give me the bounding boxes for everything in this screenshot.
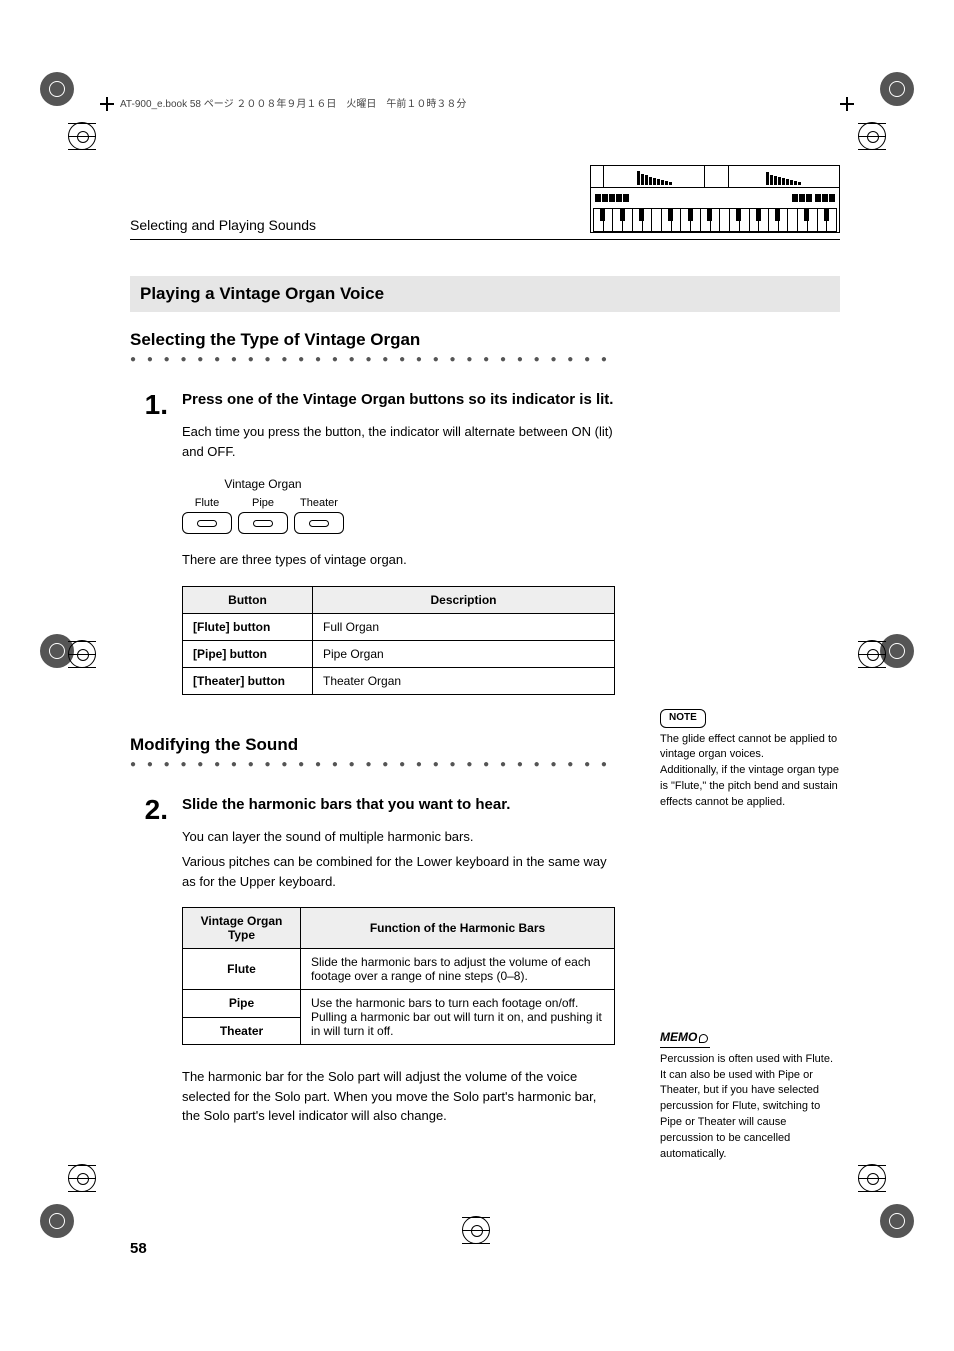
memo-text: Percussion is often used with Flute. It … xyxy=(660,1052,840,1164)
page-number: 58 xyxy=(130,1240,147,1257)
organ-panel-diagram xyxy=(590,165,840,233)
table-cell: Use the harmonic bars to turn each foota… xyxy=(301,990,615,1045)
crop-mark xyxy=(462,1216,490,1244)
vorg-button-shape xyxy=(182,512,232,534)
table-cell: [Pipe] button xyxy=(183,640,313,667)
heading-bar: Playing a Vintage Organ Voice xyxy=(130,276,840,312)
step-1-title: Press one of the Vintage Organ buttons s… xyxy=(182,389,615,410)
button-description-table: Button Description [Flute] buttonFull Or… xyxy=(182,586,615,695)
book-header-line: AT-900_e.book 58 ページ ２００８年９月１６日 火曜日 午前１０… xyxy=(120,95,840,110)
crop-mark xyxy=(858,122,886,150)
step-number-1: 1. xyxy=(130,389,182,695)
table-cell: Pipe Organ xyxy=(313,640,615,667)
vintage-organ-button: Flute xyxy=(182,497,232,534)
harmonic-bars-table: Vintage Organ Type Function of the Harmo… xyxy=(182,907,615,1045)
crop-mark xyxy=(858,640,886,668)
crop-arrow xyxy=(94,91,120,117)
vorg-button-label: Flute xyxy=(182,497,232,509)
dots-divider: ● ● ● ● ● ● ● ● ● ● ● ● ● ● ● ● ● ● ● ● … xyxy=(130,759,615,770)
sub-heading-2: Modifying the Sound xyxy=(130,735,615,755)
table-row: [Flute] buttonFull Organ xyxy=(183,613,615,640)
step-2-title: Slide the harmonic bars that you want to… xyxy=(182,794,615,815)
vintage-organ-buttons-figure: Vintage Organ Flute Pipe Theater xyxy=(182,477,344,534)
crop-circle xyxy=(880,72,914,106)
table-cell: Theater xyxy=(183,1017,301,1045)
crop-mark xyxy=(68,1164,96,1192)
vintage-organ-button: Pipe xyxy=(238,497,288,534)
note-text: The glide effect cannot be applied to vi… xyxy=(660,732,840,812)
sub-heading-1: Selecting the Type of Vintage Organ xyxy=(130,330,840,350)
vorg-button-shape xyxy=(294,512,344,534)
step-2-text-2: Various pitches can be combined for the … xyxy=(182,852,615,891)
memo-label: MEMO xyxy=(660,1029,710,1047)
table-row: PipeUse the harmonic bars to turn each f… xyxy=(183,990,615,1018)
vintage-organ-label: Vintage Organ xyxy=(182,477,344,491)
table-cell: Flute xyxy=(183,949,301,990)
vintage-organ-button: Theater xyxy=(294,497,344,534)
table-row: FluteSlide the harmonic bars to adjust t… xyxy=(183,949,615,990)
table-cell: Full Organ xyxy=(313,613,615,640)
vorg-button-label: Theater xyxy=(294,497,344,509)
table-head-description: Description xyxy=(313,586,615,613)
table-head-type: Vintage Organ Type xyxy=(183,908,301,949)
table-row: [Theater] buttonTheater Organ xyxy=(183,667,615,694)
three-types-text: There are three types of vintage organ. xyxy=(182,550,615,570)
table-row: [Pipe] buttonPipe Organ xyxy=(183,640,615,667)
crop-mark xyxy=(68,122,96,150)
step-2-text-1: You can layer the sound of multiple harm… xyxy=(182,827,615,847)
step-number-2: 2. xyxy=(130,794,182,1142)
vorg-button-label: Pipe xyxy=(238,497,288,509)
crop-circle xyxy=(40,72,74,106)
note-label: NOTE xyxy=(660,709,706,728)
table-cell: [Flute] button xyxy=(183,613,313,640)
table-cell: Pipe xyxy=(183,990,301,1018)
crop-circle xyxy=(40,1204,74,1238)
dots-divider: ● ● ● ● ● ● ● ● ● ● ● ● ● ● ● ● ● ● ● ● … xyxy=(130,354,615,365)
crop-circle xyxy=(880,1204,914,1238)
step-2-text-3: The harmonic bar for the Solo part will … xyxy=(182,1067,615,1126)
section-path: Selecting and Playing Sounds xyxy=(130,217,316,233)
table-cell: Theater Organ xyxy=(313,667,615,694)
vorg-button-shape xyxy=(238,512,288,534)
crop-mark xyxy=(68,640,96,668)
table-cell: [Theater] button xyxy=(183,667,313,694)
table-cell: Slide the harmonic bars to adjust the vo… xyxy=(301,949,615,990)
step-1-text: Each time you press the button, the indi… xyxy=(182,422,615,461)
crop-mark xyxy=(858,1164,886,1192)
table-head-function: Function of the Harmonic Bars xyxy=(301,908,615,949)
table-head-button: Button xyxy=(183,586,313,613)
